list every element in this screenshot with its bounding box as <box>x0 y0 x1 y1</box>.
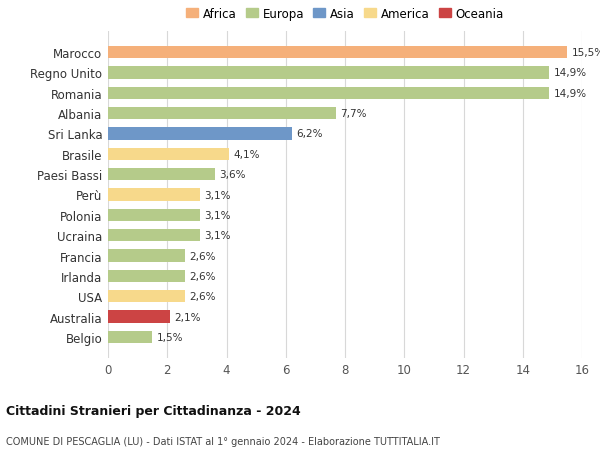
Bar <box>108 128 292 140</box>
Bar <box>108 169 215 181</box>
Text: 2,6%: 2,6% <box>190 291 216 302</box>
Bar <box>108 47 567 59</box>
Text: 3,6%: 3,6% <box>219 170 245 180</box>
Text: 14,9%: 14,9% <box>554 89 587 99</box>
Bar <box>108 311 170 323</box>
Text: 14,9%: 14,9% <box>554 68 587 78</box>
Bar <box>108 270 185 282</box>
Text: 6,2%: 6,2% <box>296 129 323 139</box>
Text: 2,6%: 2,6% <box>190 251 216 261</box>
Text: 15,5%: 15,5% <box>572 48 600 58</box>
Text: 3,1%: 3,1% <box>204 190 231 200</box>
Bar <box>108 331 152 343</box>
Text: 2,6%: 2,6% <box>190 271 216 281</box>
Text: 2,1%: 2,1% <box>175 312 201 322</box>
Legend: Africa, Europa, Asia, America, Oceania: Africa, Europa, Asia, America, Oceania <box>184 6 506 23</box>
Bar <box>108 88 550 100</box>
Text: 7,7%: 7,7% <box>341 109 367 119</box>
Bar <box>108 148 229 161</box>
Text: 1,5%: 1,5% <box>157 332 184 342</box>
Text: 3,1%: 3,1% <box>204 210 231 220</box>
Bar <box>108 108 336 120</box>
Bar <box>108 67 550 79</box>
Bar <box>108 230 200 242</box>
Bar <box>108 189 200 201</box>
Bar <box>108 209 200 221</box>
Bar <box>108 250 185 262</box>
Text: 3,1%: 3,1% <box>204 231 231 241</box>
Text: COMUNE DI PESCAGLIA (LU) - Dati ISTAT al 1° gennaio 2024 - Elaborazione TUTTITAL: COMUNE DI PESCAGLIA (LU) - Dati ISTAT al… <box>6 436 440 446</box>
Text: 4,1%: 4,1% <box>234 150 260 159</box>
Text: Cittadini Stranieri per Cittadinanza - 2024: Cittadini Stranieri per Cittadinanza - 2… <box>6 404 301 417</box>
Bar <box>108 291 185 302</box>
